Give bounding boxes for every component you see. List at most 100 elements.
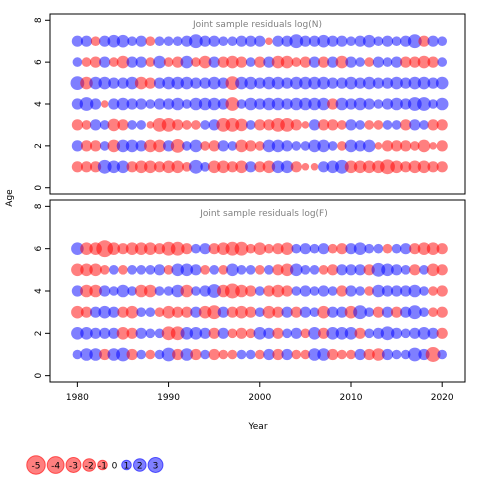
legend-label: -2 xyxy=(85,462,94,472)
residual-bubble xyxy=(191,286,201,296)
residual-bubble xyxy=(409,327,421,339)
residual-bubble xyxy=(154,307,165,318)
residual-bubble xyxy=(191,120,201,130)
residual-bubble xyxy=(309,286,320,296)
y-tick-label: 6 xyxy=(34,246,44,252)
panel-title: Joint sample residuals log(F) xyxy=(199,209,327,219)
residual-bubble xyxy=(135,327,147,339)
residual-bubble xyxy=(71,242,84,255)
residual-bubble xyxy=(262,139,276,153)
legend-label: 3 xyxy=(153,462,159,472)
residual-bubble xyxy=(153,243,166,255)
residual-bubble xyxy=(390,160,403,174)
residual-bubble xyxy=(162,160,175,174)
residual-bubble xyxy=(345,243,357,255)
legend-label: -3 xyxy=(69,462,78,472)
residual-bubble xyxy=(170,241,185,256)
residual-bubble xyxy=(182,141,192,151)
residual-bubble xyxy=(407,34,422,49)
residual-bubble xyxy=(400,328,411,339)
residual-bubble xyxy=(327,286,338,296)
residual-bubble xyxy=(116,327,130,340)
residual-bubble xyxy=(172,36,183,46)
residual-bubble xyxy=(272,35,284,47)
legend-label: -5 xyxy=(32,462,41,472)
residual-bubble xyxy=(116,347,130,362)
residual-bubble xyxy=(116,97,130,111)
residual-bubble xyxy=(327,306,339,318)
residual-bubble xyxy=(207,160,221,174)
residual-bubble xyxy=(145,57,156,67)
residual-bubble xyxy=(428,99,438,109)
residual-bubble xyxy=(162,98,175,110)
residual-bubble xyxy=(381,98,394,110)
residual-bubble xyxy=(161,118,176,132)
residual-bubble xyxy=(362,34,376,48)
residual-bubble xyxy=(254,77,266,89)
residual-bubble xyxy=(180,327,194,340)
residual-bubble xyxy=(144,284,157,298)
residual-bubble xyxy=(126,327,138,339)
residual-bubble xyxy=(198,55,212,69)
residual-bubble xyxy=(161,347,176,362)
residual-bubble xyxy=(280,263,294,277)
residual-bubble xyxy=(290,161,302,173)
residual-bubble xyxy=(109,57,119,67)
residual-bubble xyxy=(96,240,114,258)
residual-bubble xyxy=(226,55,239,69)
residual-bubble xyxy=(344,327,358,340)
residual-bubble xyxy=(272,243,284,255)
bubble-layer xyxy=(71,240,448,362)
residual-bubble xyxy=(400,285,412,297)
residual-bubble xyxy=(372,306,385,318)
residual-bubble xyxy=(208,327,220,339)
residual-bubble xyxy=(282,328,292,339)
residual-bubble xyxy=(390,264,403,276)
residual-bubble xyxy=(99,141,110,151)
residual-bubble xyxy=(254,265,265,275)
y-tick-label: 2 xyxy=(34,143,44,149)
residual-bubble xyxy=(317,119,330,131)
residual-bubble xyxy=(337,349,347,360)
residual-bubble xyxy=(208,140,220,152)
y-tick-label: 4 xyxy=(34,288,44,294)
residual-bubble xyxy=(271,97,285,111)
residual-bubble xyxy=(217,140,229,152)
residual-bubble xyxy=(400,161,412,173)
residual-bubble xyxy=(135,56,147,68)
residual-bubble xyxy=(80,327,93,340)
residual-bubble xyxy=(308,327,321,340)
residual-bubble xyxy=(190,264,202,276)
residual-bubble xyxy=(317,34,330,48)
residual-bubble xyxy=(235,327,248,339)
residual-bubble xyxy=(172,56,184,68)
residual-bubble xyxy=(254,98,266,110)
residual-bubble xyxy=(153,264,166,276)
residual-bubble xyxy=(235,35,248,47)
residual-bubble xyxy=(107,34,121,48)
residual-bubble xyxy=(327,56,339,68)
residual-bubble xyxy=(163,36,174,46)
residual-bubble xyxy=(390,97,403,111)
residual-bubble xyxy=(97,159,112,174)
residual-bubble xyxy=(390,140,403,152)
residual-bubble xyxy=(263,119,275,131)
residual-bubble xyxy=(244,97,257,111)
residual-bubble xyxy=(400,306,412,318)
residual-bubble xyxy=(435,76,449,90)
residual-bubble xyxy=(271,139,285,153)
residual-bubble xyxy=(299,97,312,111)
residual-bubble xyxy=(308,119,321,131)
legend-bubble xyxy=(65,457,82,473)
residual-bubble xyxy=(125,76,139,90)
residual-bubble xyxy=(391,243,402,254)
residual-bubble xyxy=(428,286,438,296)
residual-bubble xyxy=(407,347,422,362)
residual-bubble xyxy=(327,98,339,110)
residual-bubble xyxy=(363,348,375,361)
residual-bubble xyxy=(308,348,321,361)
residual-bubble xyxy=(310,163,319,171)
residual-bubble xyxy=(235,305,248,319)
residual-bubble xyxy=(108,306,120,318)
residual-bubble xyxy=(80,161,93,173)
